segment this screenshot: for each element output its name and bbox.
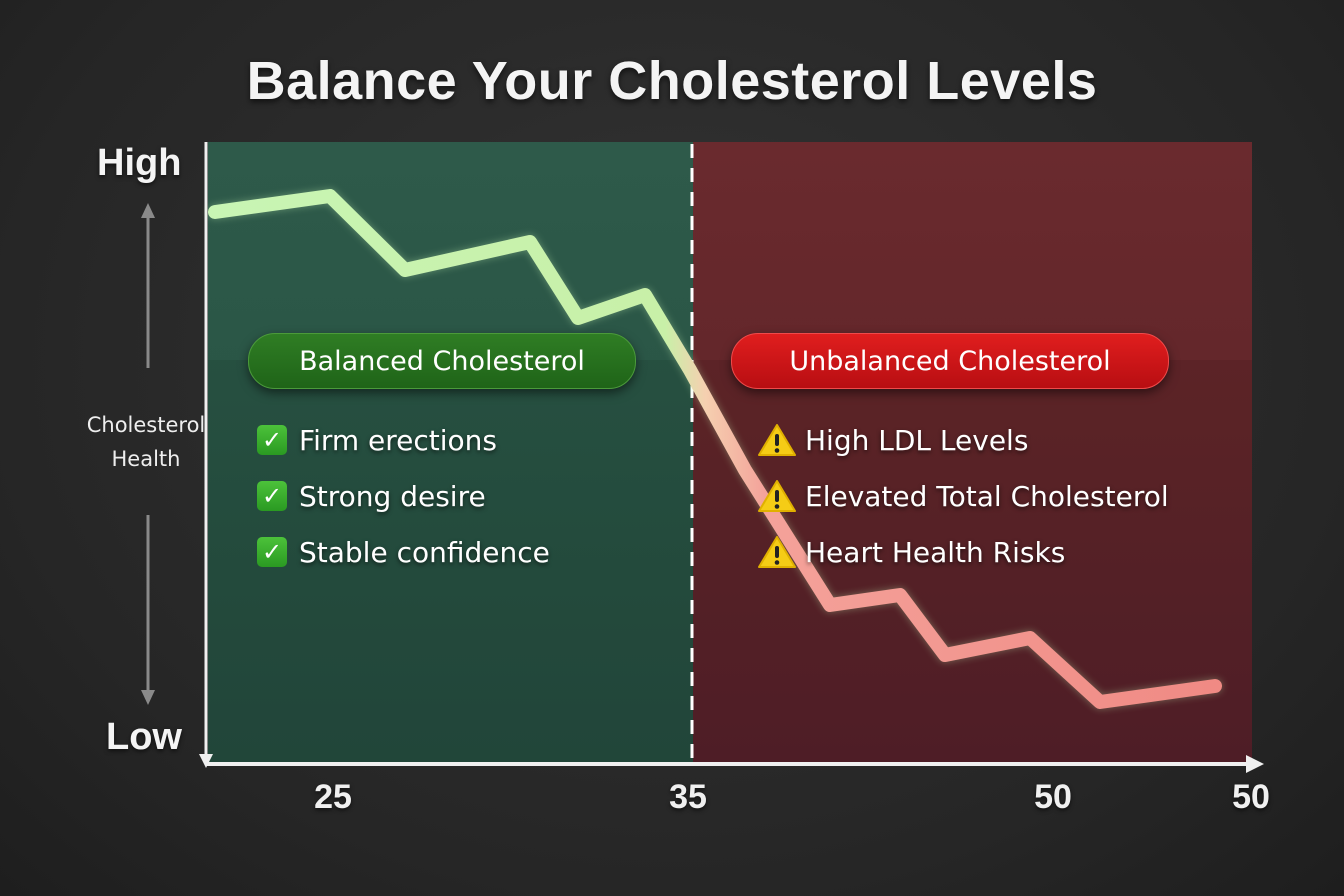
balanced-cholesterol-badge: Balanced Cholesterol	[248, 333, 636, 389]
y-axis-title: Cholesterol Health	[30, 408, 262, 476]
list-item-label: High LDL Levels	[805, 423, 1029, 457]
y-axis-low-label: Low	[106, 716, 182, 758]
balanced-region	[208, 142, 693, 762]
warning-icon	[758, 536, 796, 568]
x-tick-25: 25	[314, 778, 352, 816]
list-item-label: Strong desire	[299, 479, 486, 513]
check-box-icon: ✓	[257, 537, 287, 567]
balanced-benefits-list: ✓ Firm erections ✓ Strong desire ✓ Stabl…	[257, 412, 550, 580]
list-item-label: Elevated Total Cholesterol	[805, 479, 1169, 513]
warning-icon	[758, 424, 796, 456]
list-item-label: Heart Health Risks	[805, 535, 1066, 569]
x-axis-arrow-icon	[1246, 755, 1264, 773]
y-axis-down-arrow-icon	[141, 515, 155, 705]
list-item-label: Firm erections	[299, 423, 498, 457]
y-axis-title-line2: Health	[111, 447, 181, 471]
y-axis-title-line1: Cholesterol	[86, 413, 206, 437]
list-item: High LDL Levels	[757, 412, 1169, 468]
x-tick-50: 50	[1034, 778, 1072, 816]
x-tick-50-end: 50	[1232, 778, 1270, 816]
cholesterol-trend-line	[208, 189, 1222, 709]
list-item: ✓ Firm erections	[257, 412, 550, 468]
list-item: Elevated Total Cholesterol	[757, 468, 1169, 524]
check-box-icon: ✓	[257, 481, 287, 511]
unbalanced-risks-list: High LDL Levels Elevated Total Cholester…	[757, 412, 1169, 580]
warning-icon	[758, 480, 796, 512]
list-item: ✓ Stable confidence	[257, 524, 550, 580]
y-axis-up-arrow-icon	[141, 203, 155, 368]
unbalanced-cholesterol-badge: Unbalanced Cholesterol	[731, 333, 1169, 389]
list-item-label: Stable confidence	[299, 535, 550, 569]
y-axis-high-label: High	[97, 142, 182, 184]
check-box-icon: ✓	[257, 425, 287, 455]
y-axis-arrow-icon	[199, 754, 213, 768]
list-item: Heart Health Risks	[757, 524, 1169, 580]
list-item: ✓ Strong desire	[257, 468, 550, 524]
chart-title: Balance Your Cholesterol Levels	[246, 51, 1098, 111]
x-tick-35: 35	[669, 778, 707, 816]
